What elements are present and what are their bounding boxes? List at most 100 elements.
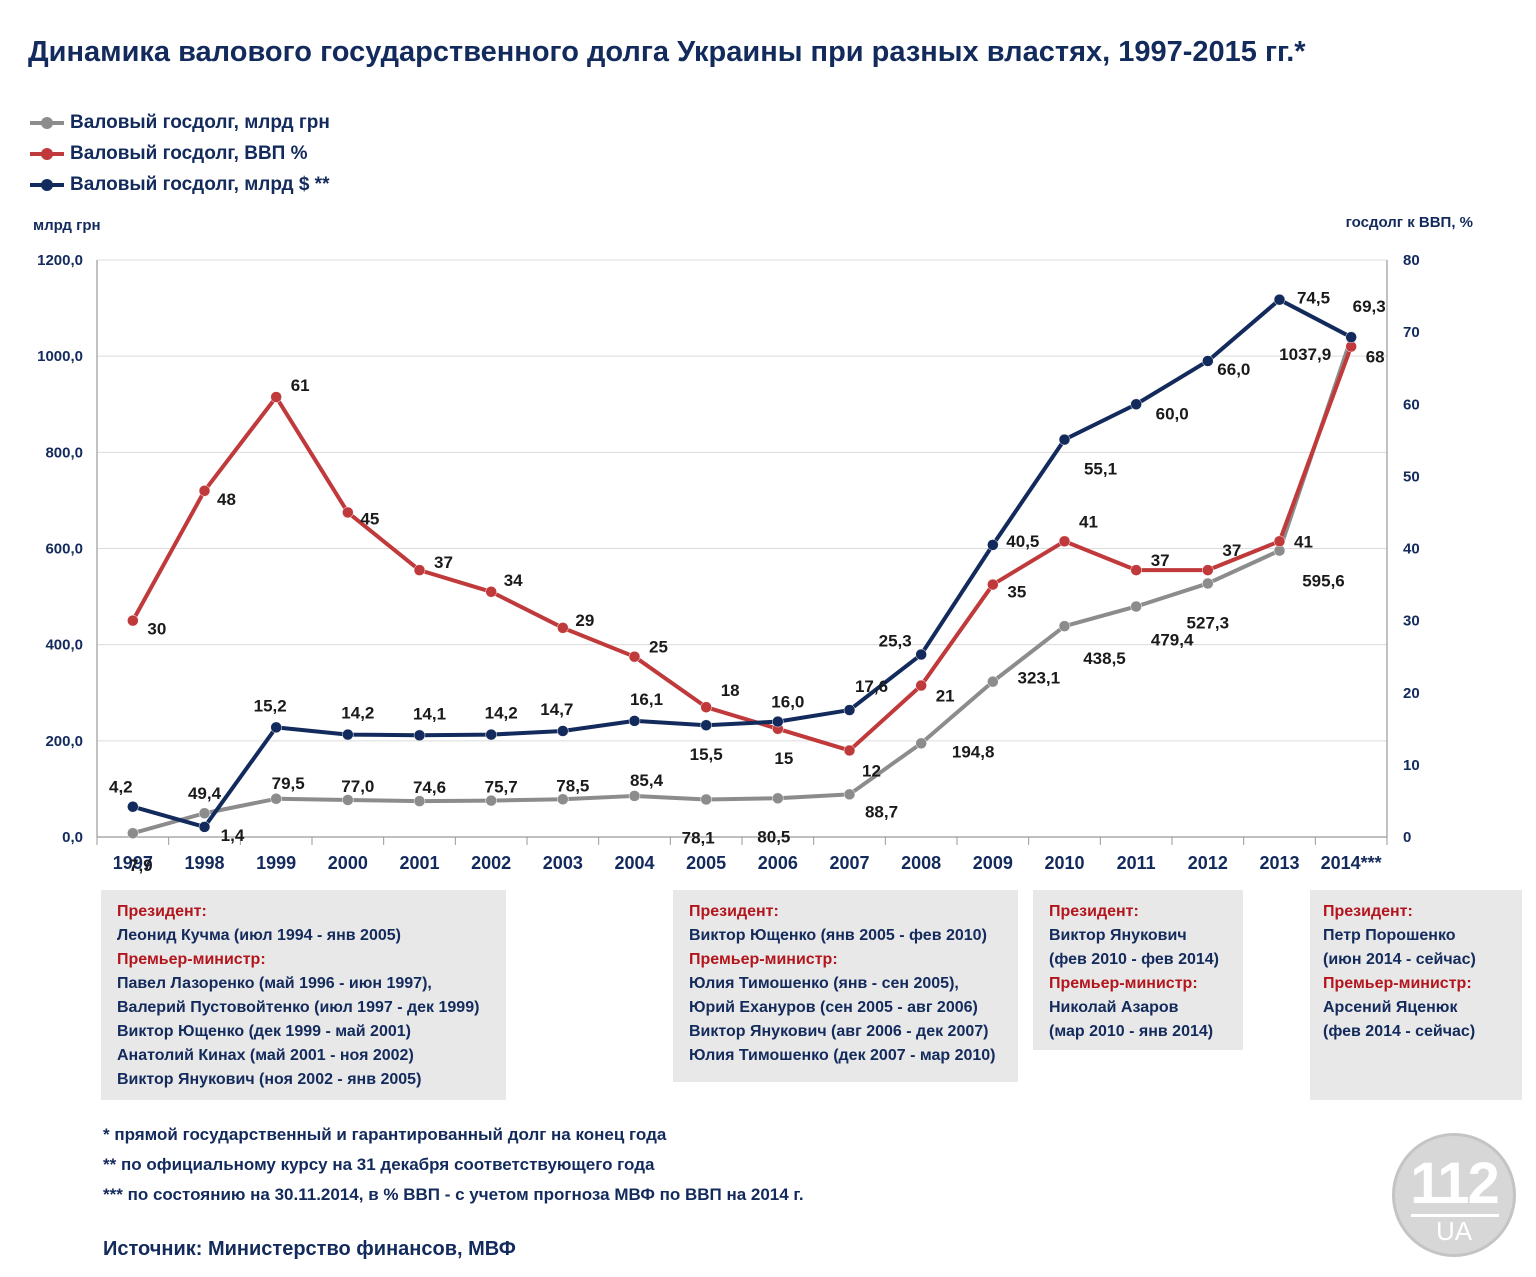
data-point-series-2 <box>557 622 569 634</box>
data-label-series-1: 78,1 <box>682 828 715 847</box>
data-point-series-2 <box>1273 535 1286 548</box>
data-label-series-2: 37 <box>434 553 453 572</box>
data-point-series-3 <box>127 800 139 813</box>
x-tick-label: 2014*** <box>1321 853 1382 873</box>
data-point-series-3 <box>1130 398 1142 410</box>
x-tick-label: 1998 <box>184 853 224 873</box>
footnotes: * прямой государственный и гарантированн… <box>103 1120 804 1210</box>
data-point-series-1 <box>1130 600 1142 613</box>
president-role: Президент: <box>689 903 779 920</box>
pm-role: Премьер-министр: <box>1049 975 1198 992</box>
data-point-series-3 <box>413 729 426 742</box>
left-tick-label: 800,0 <box>45 444 83 461</box>
series-line-1 <box>132 337 1354 836</box>
footnote-2: ** по официальному курсу на 31 декабря с… <box>103 1155 655 1174</box>
x-tick-label: 2009 <box>973 853 1013 873</box>
legend-item-uah: Валовый госдолг, млрд грн <box>30 111 330 135</box>
legend-swatch-gdp <box>30 148 64 160</box>
data-point-series-2 <box>628 650 641 663</box>
gov-box-kuchma: Президент: Леонид Кучма (июл 1994 - янв … <box>101 890 506 1100</box>
left-tick-label: 200,0 <box>45 733 83 750</box>
data-label-series-2: 12 <box>862 761 881 780</box>
data-point-series-2 <box>342 506 354 519</box>
x-tick-label: 1999 <box>256 853 296 873</box>
pm-name: Юлия Тимошенко (янв - сен 2005), <box>689 975 959 992</box>
pm-name: Арсений Яценюк <box>1323 999 1458 1016</box>
president-name: Виктор Ющенко (янв 2005 - фев 2010) <box>689 927 987 944</box>
president-term: (июн 2014 - сейчас) <box>1323 951 1476 968</box>
president-role: Президент: <box>1049 903 1139 920</box>
x-tick-label: 2010 <box>1044 853 1084 873</box>
gov-box-yanukovych: Президент: Виктор Янукович (фев 2010 - ф… <box>1033 890 1243 1050</box>
legend-label-usd: Валовый госдолг, млрд $ ** <box>70 174 330 195</box>
data-point-series-1 <box>1058 620 1071 632</box>
data-point-series-3 <box>915 648 927 661</box>
data-label-series-3: 74,5 <box>1297 289 1330 308</box>
logo-divider <box>1411 1214 1499 1217</box>
data-label-series-3: 40,5 <box>1006 532 1039 551</box>
data-point-series-1 <box>557 793 569 806</box>
data-label-series-2: 61 <box>291 376 310 395</box>
pm-role: Премьер-министр: <box>1323 975 1472 992</box>
data-label-series-3: 14,2 <box>341 704 374 723</box>
left-tick-label: 600,0 <box>45 541 83 558</box>
data-label-series-3: 15,2 <box>254 696 287 715</box>
data-point-series-3 <box>772 715 784 728</box>
data-point-series-2 <box>843 744 856 757</box>
data-label-series-2: 15 <box>774 749 793 768</box>
data-label-series-1: 75,7 <box>485 778 518 797</box>
pm-name: Николай Азаров <box>1049 999 1179 1016</box>
data-label-series-1: 194,8 <box>952 742 995 761</box>
x-tick-label: 2011 <box>1117 853 1156 873</box>
pm-term: (мар 2010 - янв 2014) <box>1049 1023 1214 1040</box>
right-tick-label: 30 <box>1403 613 1420 630</box>
data-point-series-1 <box>485 794 497 807</box>
data-point-series-1 <box>628 790 641 802</box>
data-point-series-2 <box>915 679 927 692</box>
data-label-series-3: 69,3 <box>1353 297 1386 316</box>
series-line-3 <box>132 297 1353 829</box>
data-point-series-1 <box>915 737 927 750</box>
data-label-series-2: 35 <box>1007 583 1026 602</box>
data-label-series-1: 49,4 <box>188 784 222 803</box>
pm-role: Премьер-министр: <box>117 951 266 968</box>
x-tick-label: 2005 <box>686 853 726 873</box>
data-label-series-2: 37 <box>1222 541 1241 560</box>
x-tick-label: 2003 <box>543 853 583 873</box>
data-label-series-3: 14,2 <box>485 704 518 723</box>
data-label-series-3: 25,3 <box>879 632 912 651</box>
data-label-series-1: 595,6 <box>1302 572 1345 591</box>
pm-name: Павел Лазоренко (май 1996 - июн 1997), <box>117 975 432 992</box>
data-label-series-1: 74,6 <box>413 778 446 797</box>
data-label-series-1: 88,7 <box>865 802 898 821</box>
data-label-series-3: 55,1 <box>1084 460 1117 479</box>
data-point-series-3 <box>485 728 497 741</box>
legend-label-uah: Валовый госдолг, млрд грн <box>70 112 330 133</box>
data-point-series-3 <box>700 719 712 731</box>
data-label-series-3: 16,0 <box>771 693 804 712</box>
data-label-series-2: 41 <box>1079 512 1098 531</box>
data-point-series-3 <box>198 821 211 833</box>
right-tick-label: 80 <box>1403 252 1420 269</box>
x-tick-label: 1997 <box>113 853 153 873</box>
data-label-series-2: 25 <box>649 638 668 657</box>
data-label-series-1: 7,9 <box>129 856 153 875</box>
x-tick-label: 2000 <box>328 853 368 873</box>
debt-line-chart: 0,0 200,0 400,0 600,0 800,0 1000,0 1200,0 0 10 20… <box>33 214 1473 875</box>
right-tick-label: 70 <box>1403 324 1420 341</box>
president-role: Президент: <box>1323 903 1413 920</box>
data-label-series-2: 21 <box>936 687 955 706</box>
data-point-series-1 <box>772 792 784 805</box>
data-label-series-2: 34 <box>504 571 523 590</box>
data-point-series-1 <box>270 793 282 805</box>
x-tick-label: 2001 <box>399 853 439 873</box>
data-point-series-2 <box>1130 564 1142 576</box>
pm-name: Юрий Ехануров (сен 2005 - авг 2006) <box>689 999 978 1016</box>
legend-swatch-usd <box>30 179 64 191</box>
data-point-series-2 <box>485 586 497 598</box>
data-label-series-1: 80,5 <box>757 827 790 846</box>
data-point-series-1 <box>342 794 354 806</box>
president-role: Президент: <box>117 903 207 920</box>
logo-number: 112 <box>1410 1151 1500 1216</box>
data-point-series-1 <box>127 827 139 839</box>
